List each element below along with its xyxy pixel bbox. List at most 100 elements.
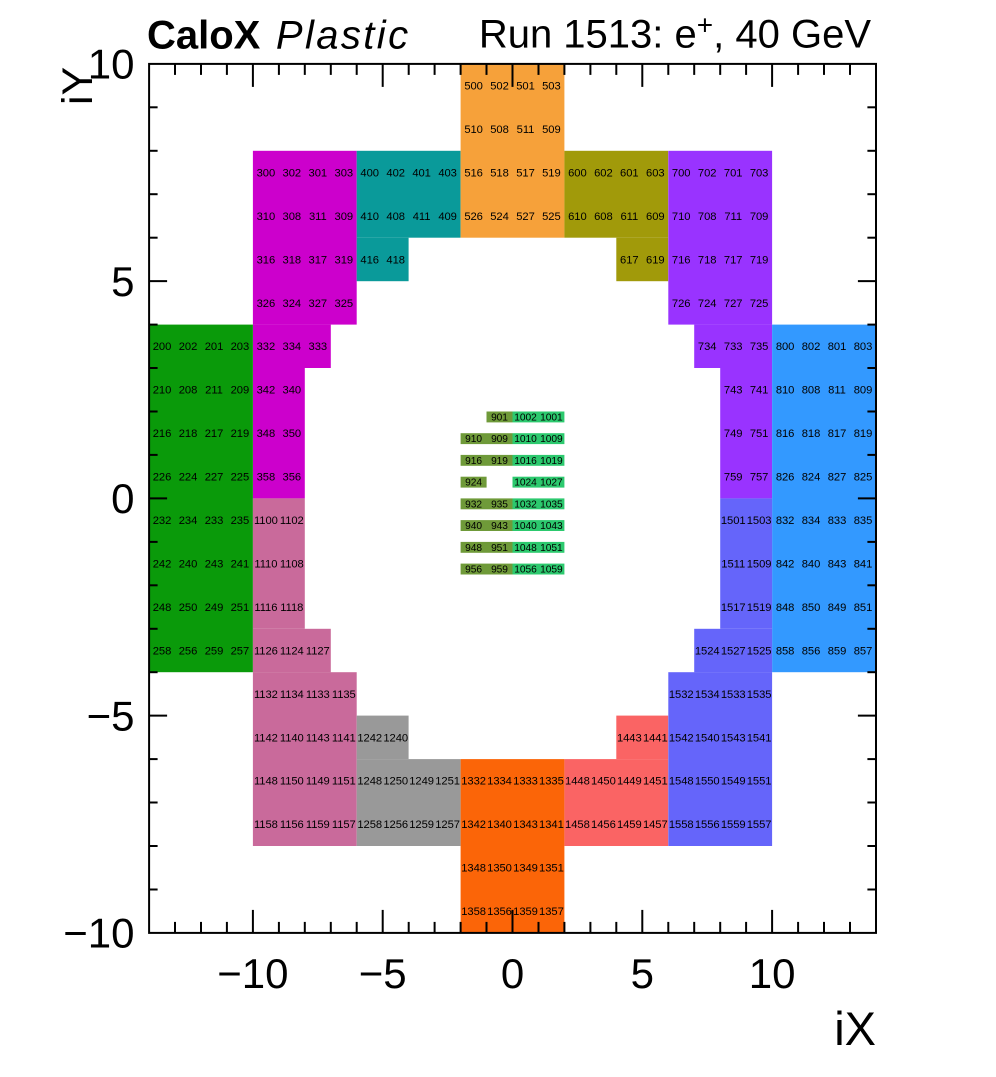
svg-text:834: 834: [802, 515, 821, 527]
svg-text:1527: 1527: [721, 645, 746, 657]
svg-text:525: 525: [542, 211, 561, 223]
svg-text:1533: 1533: [721, 689, 746, 701]
svg-text:716: 716: [672, 254, 691, 266]
svg-text:401: 401: [412, 167, 431, 179]
svg-text:1457: 1457: [643, 819, 668, 831]
svg-text:1549: 1549: [721, 776, 746, 788]
svg-text:1100: 1100: [254, 515, 278, 527]
svg-text:1333: 1333: [513, 776, 538, 788]
svg-text:1159: 1159: [306, 819, 330, 831]
svg-text:857: 857: [854, 645, 873, 657]
svg-text:935: 935: [491, 499, 508, 510]
svg-text:218: 218: [179, 428, 198, 440]
svg-text:1348: 1348: [461, 863, 486, 875]
svg-text:800: 800: [776, 341, 795, 353]
svg-text:1051: 1051: [540, 543, 563, 554]
svg-text:948: 948: [465, 543, 482, 554]
svg-text:1149: 1149: [306, 776, 330, 788]
svg-text:519: 519: [542, 167, 561, 179]
svg-text:943: 943: [491, 521, 508, 532]
svg-text:826: 826: [776, 472, 795, 484]
svg-text:1443: 1443: [617, 732, 642, 744]
svg-text:325: 325: [335, 298, 354, 310]
svg-text:717: 717: [724, 254, 743, 266]
svg-text:400: 400: [360, 167, 379, 179]
svg-text:308: 308: [283, 211, 302, 223]
svg-text:411: 411: [413, 211, 431, 223]
svg-text:1035: 1035: [540, 499, 563, 510]
svg-text:410: 410: [360, 211, 379, 223]
svg-text:959: 959: [491, 565, 508, 576]
svg-text:1559: 1559: [721, 819, 746, 831]
svg-text:1551: 1551: [747, 776, 772, 788]
svg-text:258: 258: [153, 645, 172, 657]
svg-text:757: 757: [750, 472, 769, 484]
svg-text:1335: 1335: [539, 776, 564, 788]
svg-text:319: 319: [335, 254, 354, 266]
svg-text:1056: 1056: [514, 565, 537, 576]
svg-text:248: 248: [153, 602, 172, 614]
svg-text:932: 932: [465, 499, 482, 510]
svg-text:524: 524: [490, 211, 509, 223]
svg-text:751: 751: [750, 428, 769, 440]
svg-text:1110: 1110: [254, 559, 277, 571]
svg-text:919: 919: [491, 456, 508, 467]
svg-text:734: 734: [698, 341, 717, 353]
svg-text:403: 403: [438, 167, 457, 179]
svg-text:10: 10: [88, 41, 135, 88]
svg-text:1248: 1248: [357, 776, 382, 788]
svg-text:617: 617: [620, 254, 639, 266]
svg-text:835: 835: [854, 515, 873, 527]
svg-text:1156: 1156: [280, 819, 304, 831]
svg-text:203: 203: [231, 341, 250, 353]
svg-text:211: 211: [205, 385, 223, 397]
svg-text:324: 324: [283, 298, 302, 310]
svg-text:501: 501: [516, 81, 535, 93]
svg-text:1059: 1059: [540, 565, 563, 576]
svg-text:342: 342: [257, 385, 276, 397]
svg-text:801: 801: [828, 341, 847, 353]
svg-text:858: 858: [776, 645, 795, 657]
svg-text:416: 416: [360, 254, 379, 266]
svg-text:217: 217: [205, 428, 224, 440]
svg-text:611: 611: [620, 211, 638, 223]
svg-text:701: 701: [724, 167, 743, 179]
svg-text:1550: 1550: [695, 776, 720, 788]
svg-text:201: 201: [205, 341, 224, 353]
svg-text:1349: 1349: [513, 863, 538, 875]
svg-text:358: 358: [257, 472, 276, 484]
svg-text:1141: 1141: [332, 732, 356, 744]
svg-text:1556: 1556: [695, 819, 720, 831]
svg-text:CaloX Plastic: CaloX Plastic: [147, 14, 411, 58]
svg-text:1358: 1358: [461, 906, 486, 918]
svg-text:743: 743: [724, 385, 743, 397]
svg-text:901: 901: [491, 412, 508, 423]
svg-text:503: 503: [542, 81, 561, 93]
svg-text:1535: 1535: [747, 689, 772, 701]
svg-text:1540: 1540: [695, 732, 720, 744]
svg-text:1140: 1140: [280, 732, 304, 744]
svg-text:1148: 1148: [254, 776, 278, 788]
svg-text:327: 327: [309, 298, 328, 310]
svg-text:840: 840: [802, 559, 821, 571]
svg-text:1342: 1342: [461, 819, 486, 831]
svg-text:1517: 1517: [721, 602, 746, 614]
svg-text:iX: iX: [834, 1002, 876, 1055]
svg-text:1449: 1449: [617, 776, 642, 788]
svg-text:1108: 1108: [280, 559, 304, 571]
svg-text:816: 816: [776, 428, 795, 440]
svg-text:318: 318: [283, 254, 302, 266]
svg-text:1251: 1251: [435, 776, 460, 788]
svg-text:1043: 1043: [540, 521, 563, 532]
svg-text:726: 726: [672, 298, 691, 310]
svg-text:1332: 1332: [461, 776, 486, 788]
svg-text:510: 510: [464, 124, 483, 136]
svg-text:1024: 1024: [514, 478, 537, 489]
svg-text:1451: 1451: [643, 776, 668, 788]
svg-text:310: 310: [257, 211, 276, 223]
svg-text:749: 749: [724, 428, 743, 440]
svg-text:1458: 1458: [565, 819, 590, 831]
svg-text:1010: 1010: [514, 434, 537, 445]
svg-text:1151: 1151: [332, 776, 356, 788]
svg-text:1534: 1534: [695, 689, 720, 701]
